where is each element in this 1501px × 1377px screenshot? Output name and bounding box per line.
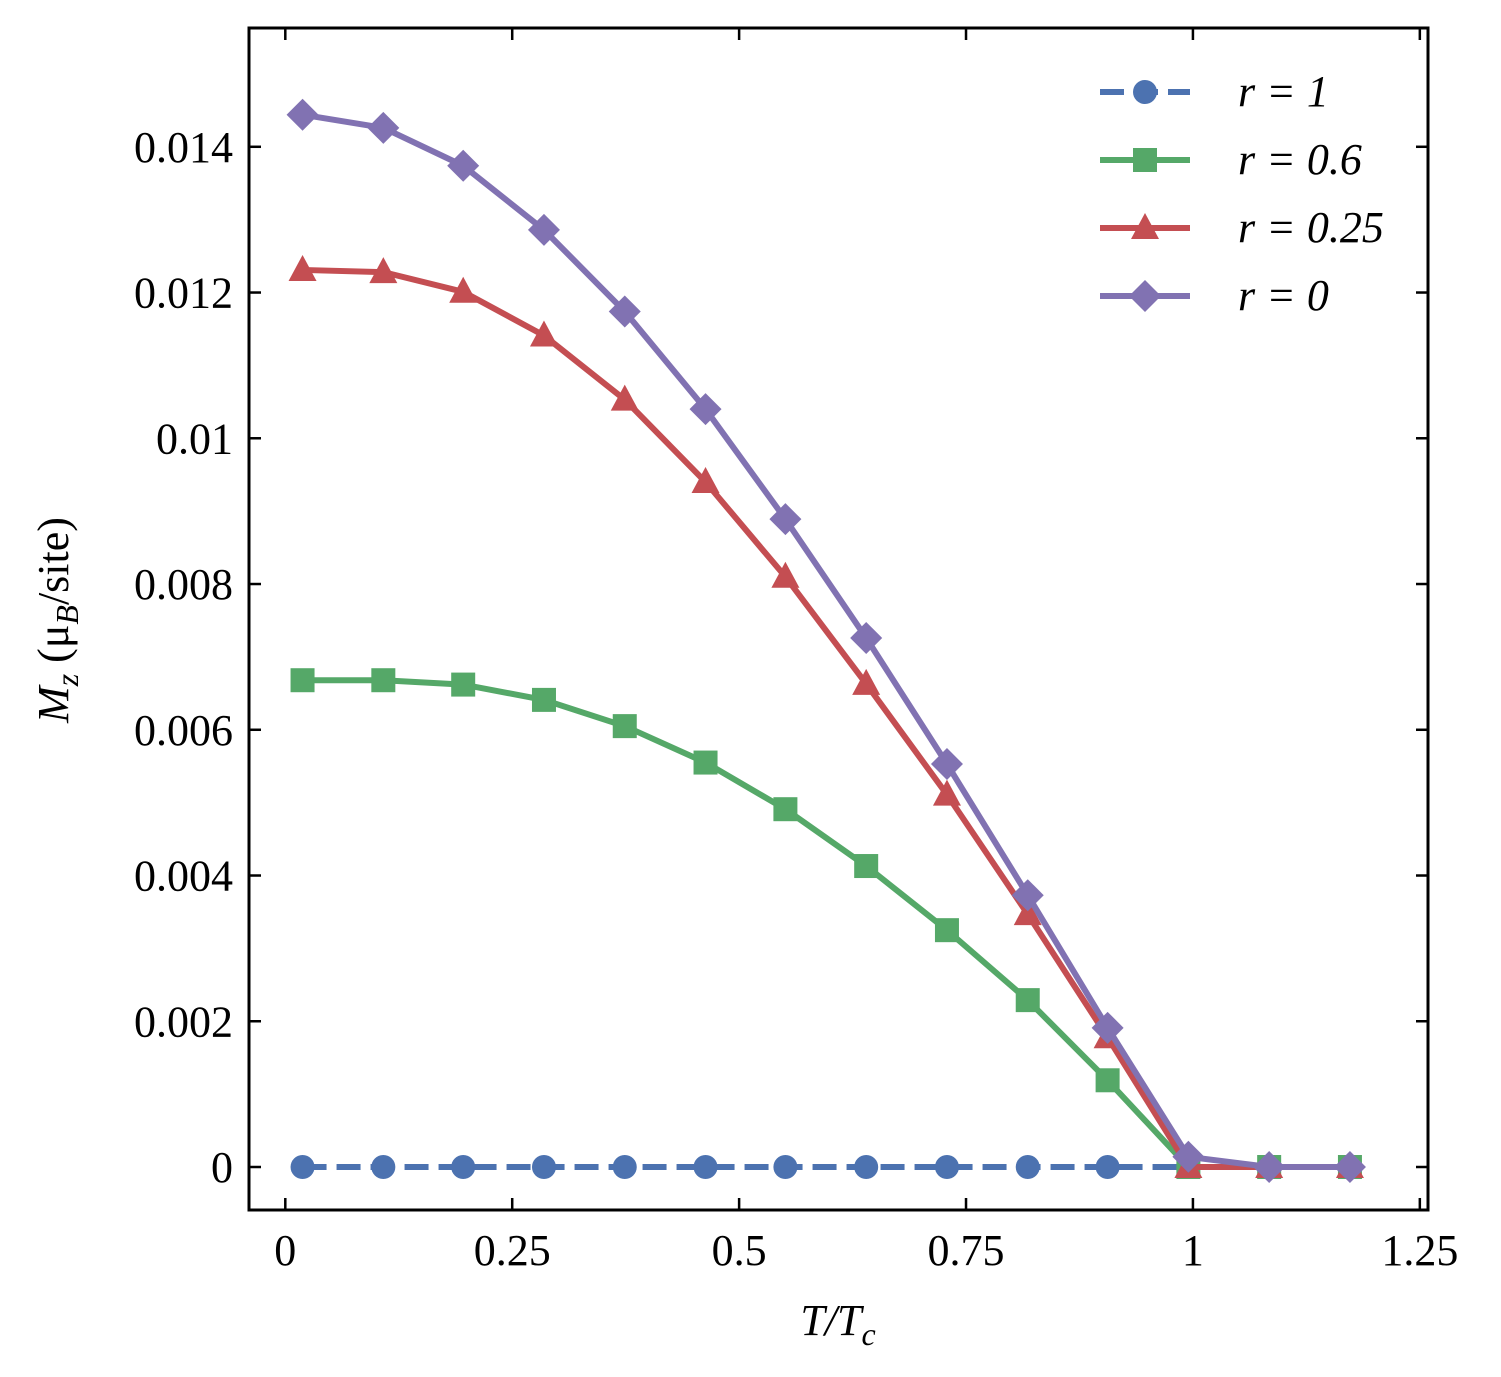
point: [934, 918, 959, 943]
point: [612, 1155, 637, 1180]
point: [371, 1155, 396, 1180]
y-tick-label: 0.014: [134, 123, 233, 172]
legend-label: r = 0.25: [1238, 203, 1384, 252]
y-label-sub: z: [49, 673, 85, 687]
y-label-part: /site): [29, 517, 78, 605]
point: [290, 668, 315, 693]
y-label-part: (μ: [29, 625, 78, 674]
x-tick-label: 1.25: [1381, 1226, 1458, 1275]
point: [1095, 1155, 1120, 1180]
x-label-sub: c: [861, 1316, 875, 1352]
point: [691, 466, 720, 493]
point: [854, 1155, 879, 1180]
point: [529, 320, 558, 347]
x-tick-label: 0.5: [712, 1226, 767, 1275]
point: [447, 149, 480, 182]
point: [1253, 1151, 1286, 1184]
point: [290, 1155, 315, 1180]
y-tick-label: 0.01: [156, 414, 233, 463]
point: [369, 257, 398, 284]
point: [693, 750, 718, 775]
point: [854, 854, 879, 879]
point: [1095, 1068, 1120, 1093]
series-line: [302, 677, 1350, 1170]
y-label-sub: B: [49, 605, 85, 625]
point: [689, 393, 722, 426]
point: [773, 1155, 798, 1180]
point: [367, 111, 400, 144]
point: [769, 503, 802, 536]
series-line: [302, 266, 1350, 1170]
point: [1333, 1151, 1366, 1184]
series-line: [302, 111, 1350, 1170]
point: [531, 1155, 556, 1180]
point: [1015, 988, 1040, 1013]
point: [612, 714, 637, 739]
point: [371, 668, 396, 693]
y-tick-label: 0.006: [134, 706, 233, 755]
y-tick-label: 0.004: [134, 852, 233, 901]
x-tick-label: 0.75: [928, 1226, 1005, 1275]
x-tick-label: 0.25: [474, 1226, 551, 1275]
point: [852, 668, 881, 695]
point: [1172, 1140, 1205, 1173]
y-tick-label: 0: [211, 1143, 233, 1192]
point: [527, 213, 560, 246]
x-axis-label: T/Tc: [800, 1296, 875, 1352]
legend-marker: [1133, 80, 1157, 104]
y-tick-label: 0.002: [134, 997, 233, 1046]
y-label-main: M: [29, 684, 78, 724]
legend-label: r = 1: [1238, 67, 1329, 116]
point: [1015, 1155, 1040, 1180]
point: [451, 1155, 476, 1180]
point: [773, 797, 798, 822]
y-tick-label: 0.012: [134, 269, 233, 318]
x-tick-label: 0: [274, 1226, 296, 1275]
point: [531, 687, 556, 712]
point: [932, 779, 961, 806]
x-label-main: T/T: [800, 1296, 865, 1345]
legend-marker: [1131, 213, 1159, 239]
legend-label: r = 0: [1238, 271, 1329, 320]
point: [930, 748, 963, 781]
point: [693, 1155, 718, 1180]
point: [771, 561, 800, 588]
point: [286, 98, 319, 131]
point: [608, 295, 641, 328]
point: [934, 1155, 959, 1180]
legend-label: r = 0.6: [1238, 135, 1362, 184]
plot-frame: [247, 26, 1430, 1212]
point: [1013, 899, 1042, 926]
x-tick-label: 1: [1182, 1226, 1204, 1275]
point: [850, 621, 883, 654]
point: [449, 276, 478, 303]
point: [1091, 1011, 1124, 1044]
point: [1011, 879, 1044, 912]
legend-marker: [1133, 148, 1157, 172]
point: [610, 384, 639, 411]
point: [288, 254, 317, 281]
point: [451, 672, 476, 697]
y-tick-label: 0.008: [134, 560, 233, 609]
legend-marker: [1129, 280, 1161, 312]
y-axis-label: Mz (μB/site): [29, 517, 85, 724]
